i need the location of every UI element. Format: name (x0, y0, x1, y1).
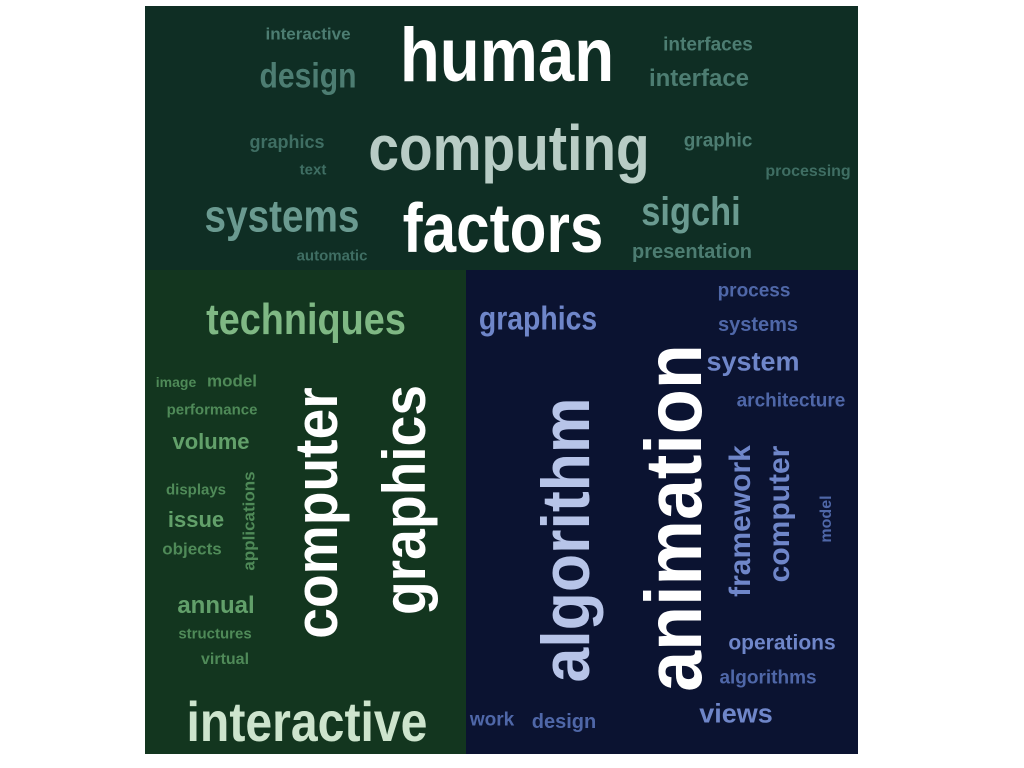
word-interfaces: interfaces (663, 34, 753, 56)
word-factors: factors (402, 189, 604, 267)
word-graphics-vertical: graphics (371, 384, 438, 616)
word-systems: systems (204, 190, 360, 242)
word-structures: structures (178, 625, 252, 643)
word-operations: operations (728, 631, 836, 655)
word-annual: annual (177, 592, 255, 619)
word-architecture: architecture (736, 390, 846, 412)
word-system: system (706, 346, 800, 377)
word-algorithms: algorithms (719, 667, 817, 689)
word-design-right: design (531, 711, 597, 733)
word-design: design (259, 56, 357, 96)
word-image: image (155, 374, 197, 390)
word-computer: computer (283, 387, 350, 639)
word-virtual: virtual (200, 651, 250, 668)
word-model-right: model (818, 495, 835, 543)
cluster-animation: graphics algorithm animation process sys… (466, 270, 858, 754)
word-graphics: graphics (249, 132, 325, 152)
word-computer-right: computer (763, 445, 796, 583)
word-displays: displays (165, 481, 227, 499)
word-issue: issue (167, 507, 225, 532)
word-framework: framework (724, 445, 757, 597)
word-applications: applications (239, 471, 259, 571)
word-graphics-right: graphics (478, 299, 598, 337)
word-presentation: presentation (631, 241, 753, 263)
cluster-graphics: techniques image model performance volum… (145, 270, 466, 754)
word-text: text (299, 161, 327, 179)
word-process: process (717, 280, 791, 302)
word-interface: interface (648, 65, 750, 92)
word-objects: objects (162, 539, 222, 559)
word-model: model (206, 371, 258, 391)
word-computing: computing (368, 112, 650, 184)
word-performance: performance (166, 401, 258, 419)
word-graphic: graphic (683, 130, 753, 152)
word-systems-right: systems (717, 314, 799, 336)
word-algorithm: algorithm (528, 397, 604, 683)
word-views: views (699, 698, 773, 729)
cluster-hci: interactive human interfaces design inte… (145, 6, 858, 270)
word-automatic: automatic (296, 247, 368, 265)
word-work: work (469, 709, 515, 731)
word-animation: animation (629, 344, 718, 692)
word-interactive-large: interactive (186, 690, 428, 753)
word-processing: processing (765, 163, 851, 180)
word-volume: volume (172, 429, 250, 454)
word-interactive: interactive (265, 24, 351, 44)
word-sigchi: sigchi (641, 190, 741, 234)
word-techniques: techniques (206, 295, 406, 344)
word-cloud: interactive human interfaces design inte… (145, 6, 858, 754)
word-human: human (399, 13, 615, 98)
